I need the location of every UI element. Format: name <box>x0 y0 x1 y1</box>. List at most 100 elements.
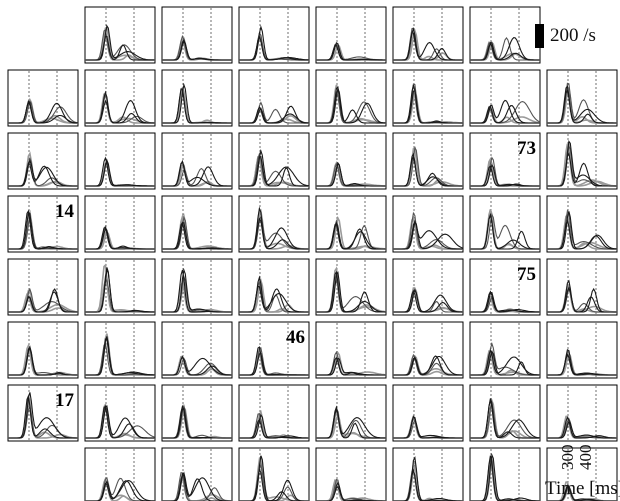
panel-r2-c2 <box>161 132 233 190</box>
panel-trace-4 <box>470 290 540 313</box>
panel-r0-c2 <box>161 6 233 64</box>
panel-label: 73 <box>517 138 536 159</box>
panel-trace-4 <box>8 392 78 439</box>
panel-trace-4 <box>316 223 386 250</box>
panel-trace-4 <box>85 404 155 439</box>
panel-trace-0 <box>85 484 155 501</box>
panel-trace-4 <box>547 353 617 376</box>
panel-r2-c5 <box>392 132 464 190</box>
panel-r7-c4 <box>315 447 387 501</box>
panel-trace-4 <box>547 152 617 187</box>
panel-trace-4 <box>393 355 464 376</box>
panel-label: 46 <box>286 327 305 348</box>
panel-trace-4 <box>393 219 463 250</box>
panel-trace-4 <box>8 162 78 187</box>
panel-r4-c3 <box>238 258 310 316</box>
panel-trace-4 <box>85 480 155 501</box>
panel-trace-4 <box>85 90 155 124</box>
panel-r2-c7 <box>546 132 618 190</box>
panel-trace-4 <box>162 269 232 313</box>
scale-label: 200 /s <box>550 25 596 46</box>
panel-r2-c1 <box>84 132 156 190</box>
panel-trace-4 <box>8 101 79 124</box>
panel-trace-4 <box>8 211 78 250</box>
panel-trace-4 <box>85 338 155 376</box>
panel-r4-c4 <box>315 258 387 316</box>
panel-trace-4 <box>162 161 232 187</box>
panel-r5-c4 <box>315 321 387 379</box>
panel-trace-4 <box>393 289 463 313</box>
panel-r3-c3 <box>238 195 310 253</box>
x-tick-400: 400 <box>576 444 595 471</box>
panel-r1-c4 <box>315 69 387 127</box>
panel-r1-c3 <box>238 69 310 127</box>
panel-trace-4 <box>547 484 617 501</box>
panel-trace-4 <box>470 348 540 376</box>
panel-trace-4 <box>8 346 78 376</box>
panel-r4-c1 <box>84 258 156 316</box>
panel-trace-4 <box>393 31 463 61</box>
panel-r6-c1 <box>84 384 156 442</box>
x-axis-label: Time [ms] <box>545 478 620 499</box>
panel-trace-4 <box>393 89 463 124</box>
panel-r3-c4 <box>315 195 387 253</box>
panel-r5-c3: 46 <box>238 321 310 379</box>
panel-r7-c3 <box>238 447 310 501</box>
panel-trace-2 <box>85 477 155 501</box>
panel-trace-4 <box>547 420 617 439</box>
panel-trace-4 <box>316 163 386 187</box>
panel-trace-4 <box>470 105 540 124</box>
panel-trace-4 <box>85 24 156 61</box>
panel-r2-c6: 73 <box>469 132 541 190</box>
panel-trace-4 <box>239 105 310 124</box>
panel-r4-c5 <box>392 258 464 316</box>
panel-trace-4 <box>239 24 309 61</box>
panel-r6-c4 <box>315 384 387 442</box>
panel-r6-c3 <box>238 384 310 442</box>
panel-trace-4 <box>162 38 232 61</box>
panel-r1-c7 <box>546 69 618 127</box>
panel-r6-c5 <box>392 384 464 442</box>
panel-trace-4 <box>393 415 463 439</box>
panel-trace-4 <box>85 227 155 250</box>
panel-r7-c7 <box>546 447 618 501</box>
panel-r3-c7 <box>546 195 618 253</box>
panel-r3-c0: 14 <box>7 195 79 253</box>
panel-r4-c0 <box>7 258 79 316</box>
panel-r3-c5 <box>392 195 464 253</box>
panel-r6-c2 <box>161 384 233 442</box>
panel-trace-4 <box>239 285 309 313</box>
panel-r6-c7 <box>546 384 618 442</box>
panel-r2-c4 <box>315 132 387 190</box>
panel-r3-c2 <box>161 195 233 253</box>
panel-trace-4 <box>316 270 386 313</box>
panel-r1-c6 <box>469 69 541 127</box>
panel-trace-4 <box>162 404 232 439</box>
panel-r1-c2 <box>161 69 233 127</box>
panel-trace-4 <box>547 286 617 313</box>
panel-r7-c1 <box>84 447 156 501</box>
scale-bar <box>535 24 544 48</box>
panel-r0-c6 <box>469 6 541 64</box>
panel-trace-4 <box>470 398 541 439</box>
panel-trace-4 <box>316 44 386 61</box>
panel-trace-4 <box>547 218 618 250</box>
panel-label: 14 <box>55 201 75 222</box>
panel-trace-4 <box>85 268 156 313</box>
panel-r5-c1 <box>84 321 156 379</box>
panel-r3-c6 <box>469 195 541 253</box>
panel-trace-4 <box>316 86 386 124</box>
panel-trace-4 <box>239 148 309 187</box>
panel-r7-c5 <box>392 447 464 501</box>
panel-r6-c0: 17 <box>7 384 79 442</box>
panel-r5-c6 <box>469 321 541 379</box>
panel-trace-4 <box>162 355 232 376</box>
panel-trace-4 <box>316 356 386 376</box>
panel-trace-4 <box>162 88 232 124</box>
panel-trace-4 <box>470 452 540 501</box>
panel-r3-c1 <box>84 195 156 253</box>
x-tick-300: 300 <box>558 444 577 471</box>
panel-trace-4 <box>470 165 540 187</box>
panel-r0-c3 <box>238 6 310 64</box>
